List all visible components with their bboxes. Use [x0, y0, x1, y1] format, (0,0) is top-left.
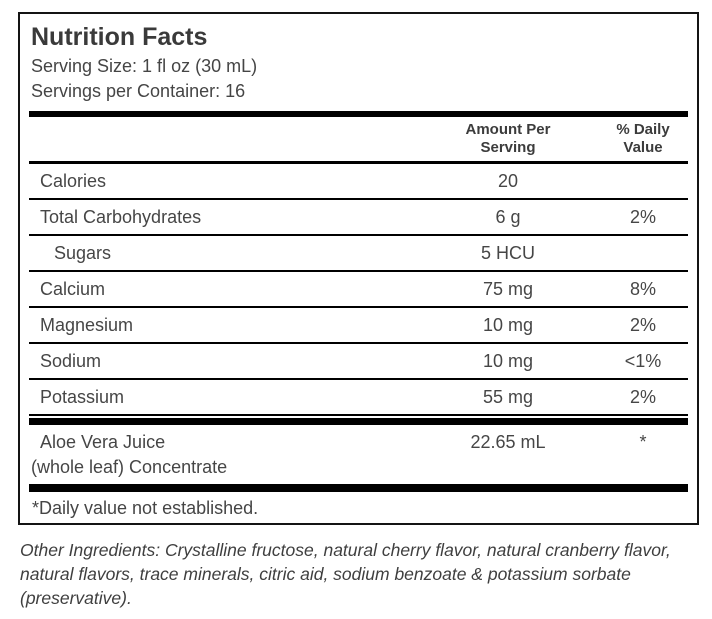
serving-info: Serving Size: 1 fl oz (30 mL) Servings p…	[29, 54, 688, 104]
nutrient-amount: 5 HCU	[480, 242, 535, 263]
nutrient-name: Sugars	[54, 242, 112, 263]
nutrient-amount: 6 g	[495, 206, 521, 227]
nutrient-name: Potassium	[40, 386, 125, 407]
table-row-sodium: Sodium 10 mg <1%	[29, 344, 688, 380]
thick-rule-top	[29, 111, 688, 117]
nutrient-daily-value: 8%	[629, 278, 656, 299]
nutrient-amount: 10 mg	[482, 314, 534, 335]
thick-rule-bottom	[29, 484, 688, 492]
nutrient-name: Aloe Vera Juice (whole leaf) Concentrate	[29, 430, 418, 480]
nutrient-daily-value: <1%	[624, 350, 662, 371]
nutrient-daily-value: 2%	[629, 206, 656, 227]
nutrient-name: Total Carbohydrates	[40, 206, 202, 227]
header-amount-per-serving: Amount Per Serving	[465, 121, 551, 156]
nutrient-amount: 10 mg	[482, 350, 534, 371]
nutrient-name: Sodium	[40, 350, 102, 371]
nutrient-name: Calories	[40, 170, 107, 191]
header-percent-daily-value: % Daily Value	[616, 121, 670, 156]
nutrient-name-line2: (whole leaf) Concentrate	[31, 457, 228, 477]
nutrient-amount: 75 mg	[482, 278, 534, 299]
table-row-sugars: Sugars 5 HCU	[29, 236, 688, 272]
table-row-calcium: Calcium 75 mg 8%	[29, 272, 688, 308]
other-ingredients-text: Other Ingredients: Crystalline fructose,…	[20, 540, 671, 608]
table-header-row: Amount Per Serving % Daily Value	[29, 117, 688, 164]
nutrition-facts-title: Nutrition Facts	[31, 23, 208, 51]
serving-size: Serving Size: 1 fl oz (30 mL)	[31, 56, 258, 76]
nutrient-amount: 20	[497, 170, 519, 191]
daily-value-footnote: *Daily value not established.	[32, 498, 259, 518]
nutrient-daily-value: 2%	[629, 314, 656, 335]
nutrient-name: Magnesium	[40, 314, 134, 335]
nutrient-name: Calcium	[40, 278, 106, 299]
nutrition-facts-panel: Nutrition Facts Serving Size: 1 fl oz (3…	[18, 12, 699, 525]
nutrient-daily-value: 2%	[629, 386, 656, 407]
nutrient-name-line1: Aloe Vera Juice	[40, 432, 166, 452]
table-row-calories: Calories 20	[29, 164, 688, 200]
table-row-total-carbohydrates: Total Carbohydrates 6 g 2%	[29, 200, 688, 236]
table-row-magnesium: Magnesium 10 mg 2%	[29, 308, 688, 344]
thick-rule-middle	[29, 418, 688, 425]
nutrient-amount: 22.65 mL	[470, 432, 546, 452]
servings-per-container: Servings per Container: 16	[31, 81, 246, 101]
table-row-potassium: Potassium 55 mg 2%	[29, 380, 688, 416]
nutrient-daily-value: *	[639, 432, 647, 452]
nutrient-amount: 55 mg	[482, 386, 534, 407]
table-row-aloe-vera-juice: Aloe Vera Juice (whole leaf) Concentrate…	[29, 425, 688, 484]
